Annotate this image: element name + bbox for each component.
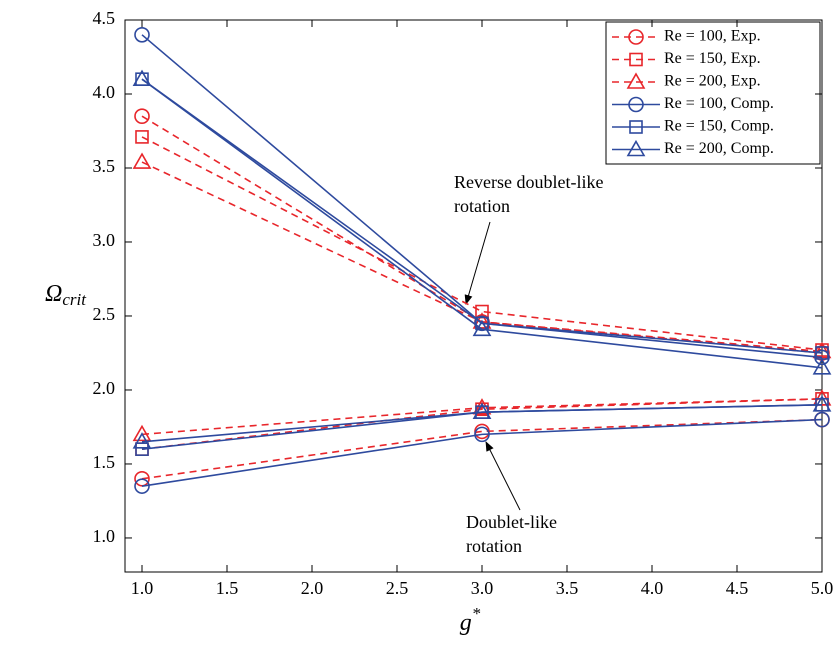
annotation: rotation — [466, 536, 522, 556]
legend-marker — [626, 139, 646, 157]
legend-marker — [628, 96, 644, 113]
marker — [135, 442, 149, 456]
legend-marker — [629, 52, 643, 67]
annotation: Reverse doublet-like — [454, 172, 603, 192]
y-tick-label: 4.5 — [93, 8, 116, 28]
y-label: Ωcrit — [45, 281, 87, 309]
annotation: rotation — [454, 196, 510, 216]
marker — [132, 69, 152, 86]
marker — [812, 341, 832, 359]
x-tick-label: 2.5 — [386, 578, 409, 598]
plot-frame — [124, 19, 823, 573]
y-tick-label: 1.0 — [93, 526, 116, 546]
legend-label: Re = 100, Comp. — [664, 95, 774, 112]
y-tick-label: 3.5 — [93, 156, 116, 176]
line — [141, 78, 823, 354]
marker — [134, 108, 150, 124]
legend-marker — [628, 29, 644, 45]
x-tick-label: 5.0 — [811, 578, 834, 598]
marker — [134, 478, 150, 494]
marker — [814, 349, 830, 366]
marker — [474, 426, 490, 443]
line — [141, 78, 823, 369]
legend-label: Re = 150, Exp. — [664, 50, 761, 67]
legend-label: Re = 200, Exp. — [664, 73, 761, 90]
x-tick-label: 4.0 — [641, 578, 664, 598]
legend-label: Re = 200, Comp. — [664, 140, 774, 157]
marker — [132, 432, 152, 449]
y-tick-label: 4.0 — [93, 82, 116, 102]
marker — [135, 130, 149, 144]
x-label: g* — [460, 604, 481, 636]
line — [141, 418, 823, 480]
marker — [472, 402, 492, 419]
marker — [812, 358, 832, 375]
marker — [472, 319, 492, 337]
arrow — [485, 441, 521, 511]
marker — [812, 395, 832, 412]
y-tick-label: 3.0 — [93, 230, 116, 250]
y-tick-label: 2.5 — [93, 304, 116, 324]
y-tick-label: 2.0 — [93, 378, 116, 398]
x-tick-label: 2.0 — [301, 578, 324, 598]
line — [141, 418, 823, 487]
legend-marker — [626, 72, 646, 89]
x-tick-label: 3.5 — [556, 578, 579, 598]
legend-label: Re = 100, Exp. — [664, 28, 761, 45]
x-tick-label: 4.5 — [726, 578, 749, 598]
arrow — [464, 221, 491, 305]
x-tick-label: 1.5 — [216, 578, 239, 598]
marker — [134, 26, 150, 43]
marker — [132, 152, 152, 169]
line — [141, 403, 823, 443]
y-tick-label: 1.5 — [93, 452, 116, 472]
legend — [605, 21, 821, 165]
x-tick-label: 3.0 — [471, 578, 494, 598]
annotation: Doublet-like — [466, 512, 557, 532]
x-tick-label: 1.0 — [131, 578, 154, 598]
marker — [814, 411, 830, 428]
line — [141, 398, 823, 436]
marker — [132, 424, 152, 442]
legend-marker — [629, 120, 643, 134]
legend-label: Re = 150, Comp. — [664, 118, 774, 135]
